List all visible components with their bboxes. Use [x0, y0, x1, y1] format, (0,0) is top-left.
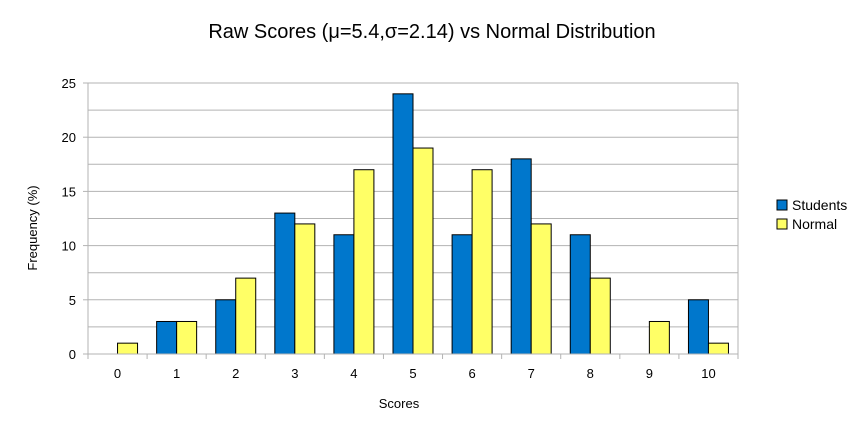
x-tick-label: 1	[173, 366, 180, 381]
y-tick-label: 25	[62, 76, 76, 91]
bar-students-8	[569, 234, 591, 355]
x-tick-label: 7	[528, 366, 535, 381]
y-tick-label: 5	[69, 293, 76, 308]
bar-normal-0	[117, 342, 139, 355]
x-tick-label: 8	[587, 366, 594, 381]
y-tick-label: 15	[62, 184, 76, 199]
x-tick-label: 0	[114, 366, 121, 381]
x-tick-label: 4	[350, 366, 357, 381]
legend: Students Normal	[776, 197, 847, 232]
bar-students-2	[215, 299, 237, 355]
legend-label-normal: Normal	[792, 216, 837, 232]
bar-students-6	[451, 234, 473, 355]
y-tick-label: 0	[69, 347, 76, 362]
x-axis-label: Scores	[379, 396, 420, 411]
x-tick-label: 6	[468, 366, 475, 381]
x-tick-label: 9	[646, 366, 653, 381]
bar-normal-1	[176, 320, 198, 355]
bar-students-10	[687, 299, 709, 355]
bar-students-3	[274, 212, 296, 355]
bar-normal-10	[707, 342, 729, 355]
bars	[117, 93, 729, 355]
x-tick-label: 10	[701, 366, 715, 381]
legend-label-students: Students	[792, 197, 847, 213]
bar-normal-6	[471, 169, 493, 355]
x-tick-label: 5	[409, 366, 416, 381]
bar-normal-8	[589, 277, 611, 355]
y-axis-label: Frequency (%)	[25, 185, 40, 270]
bar-normal-4	[353, 169, 375, 355]
axes	[83, 82, 739, 359]
y-tick-label: 10	[62, 239, 76, 254]
bar-students-4	[333, 234, 355, 355]
bar-normal-7	[530, 223, 552, 355]
legend-swatch-students	[776, 199, 788, 211]
bar-normal-3	[294, 223, 316, 355]
x-tick-labels: 0 1 2 3 4 5 6 7 8 9 10	[114, 366, 716, 381]
x-tick-label: 3	[291, 366, 298, 381]
bar-normal-2	[235, 277, 257, 355]
legend-swatch-normal	[776, 218, 788, 230]
y-tick-labels: 0 5 10 15 20 25	[62, 76, 76, 362]
bar-normal-9	[648, 320, 670, 355]
bar-students-1	[156, 320, 178, 355]
chart-title: Raw Scores (μ=5.4,σ=2.14) vs Normal Dist…	[208, 21, 655, 43]
bar-normal-5	[412, 147, 434, 355]
bar-students-5	[392, 93, 414, 355]
x-tick-label: 2	[232, 366, 239, 381]
y-tick-label: 20	[62, 130, 76, 145]
bar-students-7	[510, 158, 532, 355]
